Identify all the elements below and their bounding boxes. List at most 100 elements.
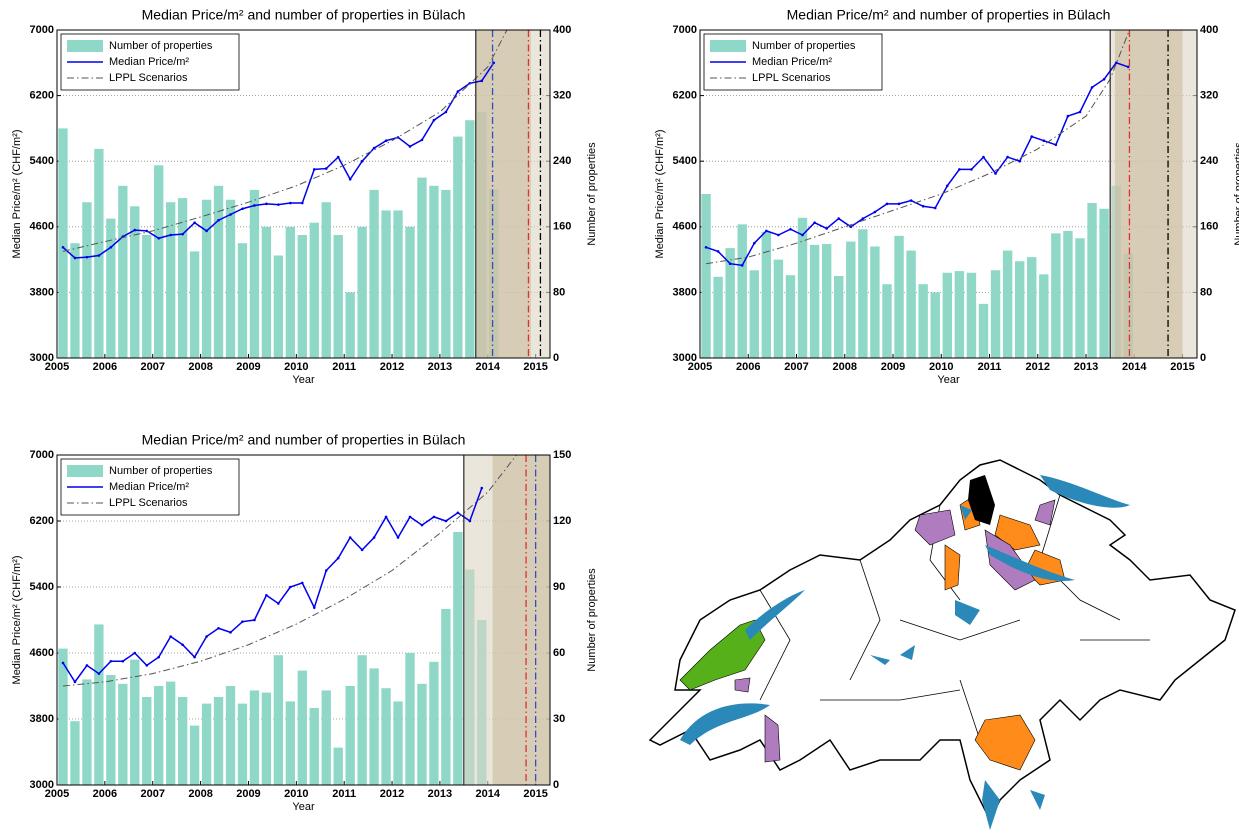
line-point — [432, 515, 436, 519]
line-point — [372, 536, 376, 539]
bar — [381, 688, 391, 785]
y2-tick-label: 0 — [1200, 352, 1206, 364]
bar — [405, 653, 415, 785]
line-point — [716, 250, 720, 253]
line-point — [933, 206, 937, 210]
bar — [1087, 203, 1097, 358]
bar — [357, 655, 367, 785]
x-tick-label: 2015 — [1170, 361, 1194, 373]
line-point — [217, 218, 220, 222]
bar — [453, 532, 463, 785]
bar — [237, 243, 248, 358]
bar — [201, 703, 212, 785]
line-point — [61, 246, 65, 249]
x-tick-label: 2009 — [236, 788, 260, 800]
bar — [94, 624, 104, 785]
bar — [990, 270, 1001, 358]
legend: Number of properties Median Price/m² LPPL … — [703, 33, 883, 91]
legend-label: Median Price/m² — [752, 56, 832, 68]
bar — [82, 202, 92, 358]
chart-title: Median Price/m² and number of properties… — [142, 7, 466, 23]
line-series — [62, 487, 483, 684]
line-series — [62, 29, 508, 252]
bar — [106, 675, 116, 785]
y2-axis-label: Number of properties — [586, 568, 598, 672]
line-point — [265, 202, 268, 206]
bar — [405, 226, 415, 358]
x-tick-label: 2011 — [332, 361, 356, 373]
legend-label: Number of properties — [752, 40, 856, 52]
y2-tick-label: 240 — [1200, 155, 1218, 167]
x-tick-label: 2009 — [236, 361, 260, 373]
line-point — [301, 201, 304, 205]
bar — [858, 229, 868, 358]
line-point — [301, 581, 304, 585]
bar — [297, 235, 307, 358]
canton-orange — [944, 494, 1066, 771]
line-point — [289, 585, 292, 589]
bar — [201, 199, 212, 358]
bar — [225, 199, 236, 358]
plot-frame — [699, 29, 1198, 359]
line-point — [1102, 77, 1106, 81]
bar — [809, 244, 820, 358]
line-point — [1126, 65, 1130, 69]
x-axis-label: Year — [292, 374, 315, 386]
bar — [1014, 261, 1025, 358]
legend-label: LPPL Scenarios — [109, 72, 188, 84]
x-tick-label: 2008 — [188, 361, 212, 373]
line-point — [336, 155, 340, 159]
line-point — [324, 569, 328, 572]
y2-tick-label: 320 — [553, 90, 571, 102]
line-point — [861, 217, 865, 220]
bar — [130, 659, 140, 785]
line-point — [1030, 135, 1034, 138]
y-tick-label: 3800 — [30, 286, 54, 298]
y2-axis-label: Number of properties — [1233, 142, 1239, 246]
y2-tick-label: 160 — [1200, 221, 1218, 233]
lakes — [680, 475, 1130, 830]
line-point — [312, 168, 316, 171]
line-point — [408, 515, 412, 519]
line-point — [837, 217, 841, 220]
line-point — [253, 204, 256, 207]
y-tick-label: 6200 — [30, 90, 54, 102]
line-point — [921, 205, 925, 208]
x-tick-label: 2011 — [332, 788, 356, 800]
bar — [465, 120, 475, 358]
line-point — [396, 536, 400, 539]
bar — [429, 185, 439, 358]
bar — [369, 189, 379, 358]
x-tick-label: 2012 — [1026, 361, 1050, 373]
bar — [417, 177, 427, 358]
line-point — [348, 536, 352, 539]
line-point — [994, 172, 997, 175]
bar — [1027, 257, 1037, 358]
legend: Number of properties Median Price/m² LPPL … — [60, 33, 240, 91]
line-series — [705, 61, 1129, 267]
bar — [297, 670, 307, 785]
line-point — [801, 233, 804, 237]
x-tick-label: 2007 — [140, 788, 164, 800]
plot-frame — [56, 454, 551, 786]
line-point — [825, 227, 828, 230]
line-point — [85, 255, 89, 259]
bar — [249, 690, 260, 785]
y2-tick-label: 80 — [553, 286, 565, 298]
y-tick-label: 5400 — [30, 155, 54, 167]
bar — [1099, 208, 1109, 358]
bar — [441, 609, 451, 785]
x-tick-label: 2006 — [93, 788, 117, 800]
y2-tick-label: 160 — [553, 221, 571, 233]
x-tick-label: 2005 — [45, 361, 69, 373]
y-tick-label: 7000 — [673, 24, 697, 36]
line-point — [789, 227, 792, 231]
line-point — [360, 159, 364, 163]
line-point — [217, 626, 220, 630]
canton-black — [968, 475, 995, 525]
bar — [773, 259, 784, 358]
line-point — [740, 264, 744, 267]
chart-title: Median Price/m² and number of properties… — [142, 432, 466, 448]
bar — [58, 648, 68, 785]
bar — [749, 270, 759, 358]
